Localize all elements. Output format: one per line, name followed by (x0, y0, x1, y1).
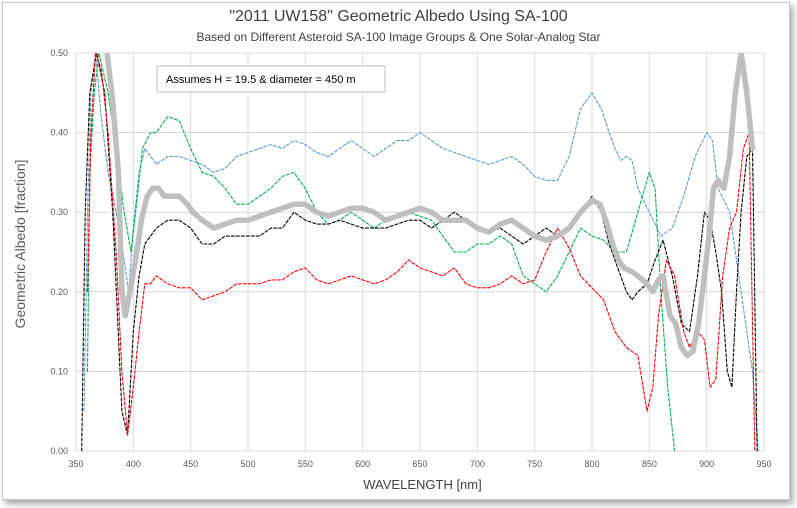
y-tick-label: 0.10 (50, 366, 68, 376)
chart-subtitle: Based on Different Asteroid SA-100 Image… (196, 30, 601, 44)
x-tick-label: 950 (756, 459, 771, 469)
x-tick-label: 850 (642, 459, 657, 469)
x-tick-label: 750 (527, 459, 542, 469)
x-tick-label: 700 (470, 459, 485, 469)
tick-labels: 350 400 450 500 550 600 650 700 750 800 850 900 950 0… (50, 48, 771, 469)
x-tick-label: 350 (68, 459, 83, 469)
x-axis-label: WAVELENGTH [nm] (363, 477, 482, 492)
x-tick-label: 500 (240, 459, 255, 469)
x-tick-label: 600 (355, 459, 370, 469)
series-line-2 (86, 53, 676, 451)
y-tick-label: 0.20 (50, 287, 68, 297)
y-tick-label: 0.40 (50, 128, 68, 138)
annotation-box: Assumes H = 19.5 & diameter = 450 m (156, 65, 386, 93)
series-line-4 (86, 53, 756, 451)
series-group (81, 53, 759, 451)
series-line-3 (81, 53, 758, 451)
y-tick-label: 0.50 (50, 48, 68, 58)
chart-title: "2011 UW158" Geometric Albedo Using SA-1… (229, 8, 568, 25)
annotation-text: Assumes H = 19.5 & diameter = 450 m (166, 74, 356, 86)
series-line-5 (104, 53, 756, 359)
y-tick-label: 0.00 (50, 446, 68, 456)
x-tick-label: 650 (412, 459, 427, 469)
x-tick-label: 450 (183, 459, 198, 469)
grid (75, 52, 765, 452)
x-tick-label: 550 (298, 459, 313, 469)
x-tick-label: 400 (126, 459, 141, 469)
y-tick-label: 0.30 (50, 207, 68, 217)
series-line-1 (83, 53, 759, 451)
x-tick-label: 900 (699, 459, 714, 469)
x-tick-label: 800 (584, 459, 599, 469)
